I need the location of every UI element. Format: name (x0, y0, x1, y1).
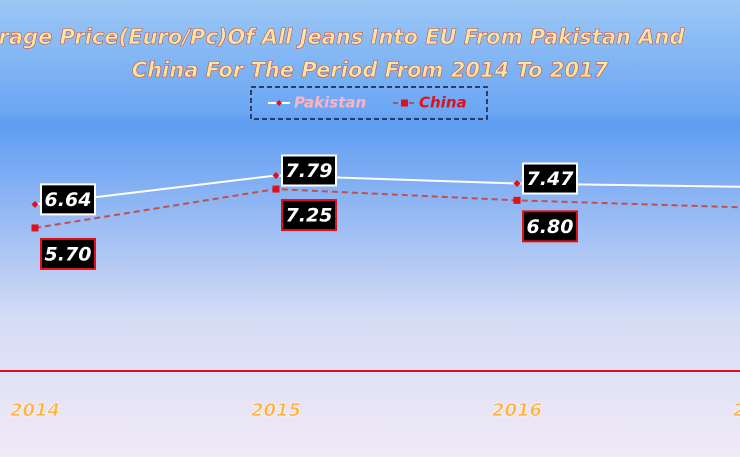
chart-title: China For The Period From 2014 To 2017 (132, 58, 609, 82)
series-line (34, 174, 740, 206)
x-tick-label: 2017 (733, 400, 740, 421)
marker (272, 171, 280, 179)
series-line (34, 188, 740, 229)
legend-box (250, 86, 488, 120)
data-label: 7.79 (286, 160, 333, 182)
data-label-box (281, 199, 337, 232)
marker (31, 200, 39, 208)
data-label-box (40, 183, 96, 216)
marker (272, 185, 280, 193)
legend-label: China (419, 94, 467, 112)
legend-marker (401, 99, 408, 107)
data-label: 6.64 (45, 189, 92, 211)
data-label: 7.47 (527, 168, 575, 190)
data-label-box (40, 237, 96, 270)
data-label-box (522, 210, 578, 243)
data-label-box (522, 162, 578, 195)
x-tick-label: 2015 (251, 400, 301, 421)
data-label-box (281, 154, 337, 187)
chart-title: Average Price(Euro/Pc)Of All Jeans Into … (0, 25, 685, 49)
x-tick-label: 2016 (492, 400, 542, 421)
marker (513, 180, 521, 188)
marker (31, 224, 39, 232)
x-tick-label: 2014 (10, 400, 60, 421)
legend-label: Pakistan (294, 94, 366, 112)
data-label: 6.80 (527, 216, 574, 238)
legend-marker (276, 100, 282, 106)
data-label: 5.70 (45, 243, 92, 265)
data-label: 7.25 (286, 205, 333, 227)
marker (513, 196, 521, 204)
